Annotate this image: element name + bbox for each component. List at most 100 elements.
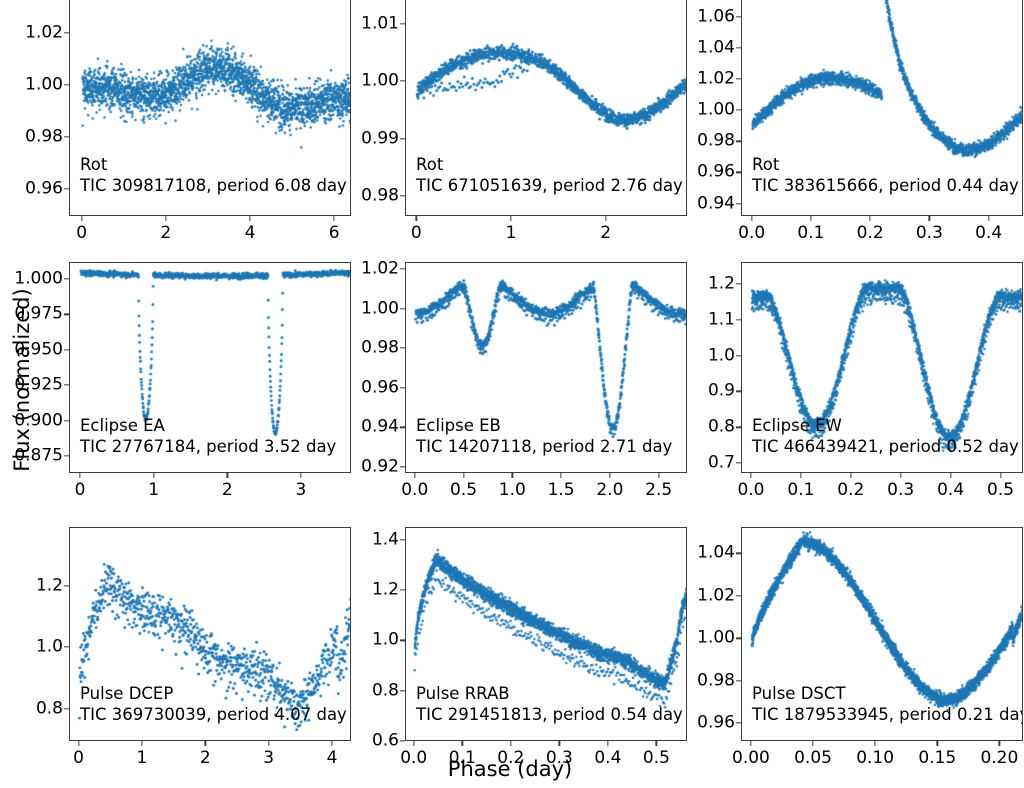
x-tick-label: 0.15	[918, 748, 957, 768]
x-tick-mark	[874, 741, 876, 746]
y-tick-label: 0.7	[707, 452, 735, 473]
y-tick-label: 1.000	[14, 268, 63, 289]
x-tick-label: 2	[160, 223, 172, 243]
y-tick-mark	[736, 47, 741, 49]
y-tick-mark	[64, 84, 69, 86]
y-tick-label: 0.875	[14, 445, 63, 466]
x-tick-label: 2	[221, 480, 233, 500]
y-tick-mark	[736, 722, 741, 724]
light-curve-panel-4: Eclipse EB TIC 14207118, period 2.71 day	[405, 262, 687, 473]
y-tick-label: 0.925	[14, 374, 63, 395]
panel-axes-frame: Eclipse EB TIC 14207118, period 2.71 day	[405, 262, 687, 473]
y-axis-tick-labels: 0.92 0.94 0.96 0.98 1.00 1.02	[343, 260, 399, 475]
y-tick-mark	[64, 384, 69, 386]
x-tick-mark	[165, 216, 167, 221]
y-tick-mark	[400, 268, 405, 270]
y-tick-mark	[400, 347, 405, 349]
y-tick-label: 0.975	[14, 303, 63, 324]
x-tick-label: 0.10	[856, 748, 895, 768]
y-tick-label: 0.98	[361, 185, 399, 206]
panel-variability-class: Pulse RRAB	[416, 684, 510, 704]
y-tick-mark	[400, 80, 405, 82]
y-tick-mark	[64, 584, 69, 587]
x-tick-label: 1.0	[498, 480, 526, 500]
x-tick-mark	[204, 741, 206, 746]
x-tick-mark	[604, 216, 607, 221]
x-tick-mark	[415, 216, 417, 221]
x-tick-mark	[153, 473, 155, 478]
y-tick-mark	[736, 679, 741, 682]
x-tick-mark	[461, 741, 463, 746]
x-tick-mark	[462, 473, 465, 478]
y-tick-mark	[64, 188, 69, 190]
x-tick-label: 0.5	[450, 480, 478, 500]
y-tick-mark	[400, 387, 405, 389]
panel-axes-frame: Rot TIC 671051639, period 2.76 day	[405, 0, 687, 216]
y-tick-label: 0.98	[697, 130, 735, 151]
x-tick-mark	[609, 473, 611, 478]
y-axis-tick-labels: 0.8 1.0 1.2	[7, 527, 63, 741]
figure-x-axis-label: Phase (day)	[447, 757, 573, 781]
x-tick-label: 0.05	[794, 748, 832, 768]
x-tick-label: 1	[136, 748, 148, 768]
x-tick-label: 2	[199, 748, 211, 768]
y-axis-tick-labels: 0.96 0.98 1.00 1.02	[7, 0, 63, 216]
panel-target-label: TIC 1879533945, period 0.21 day	[752, 705, 1023, 725]
x-tick-mark	[658, 473, 660, 478]
y-tick-mark	[400, 23, 405, 25]
y-tick-mark	[400, 589, 405, 591]
y-tick-label: 1.1	[707, 309, 735, 330]
scatter-plot-area	[406, 528, 686, 740]
y-tick-mark	[736, 355, 741, 357]
x-tick-mark	[900, 473, 902, 478]
y-tick-mark	[736, 637, 741, 639]
y-tick-label: 0.900	[14, 410, 63, 431]
panel-variability-class: Pulse DCEP	[80, 684, 174, 704]
y-tick-mark	[736, 552, 741, 555]
x-tick-mark	[998, 741, 1001, 746]
y-tick-label: 0.94	[697, 193, 735, 214]
y-tick-label: 1.02	[697, 585, 735, 606]
x-tick-label: 0.1	[787, 480, 815, 500]
scatter-plot-area	[406, 0, 686, 215]
panel-axes-frame: Pulse DCEP TIC 369730039, period 4.07 day	[69, 527, 351, 741]
x-tick-mark	[936, 741, 938, 746]
y-tick-mark	[64, 136, 69, 138]
x-tick-mark	[869, 216, 871, 221]
y-tick-mark	[64, 313, 69, 316]
x-tick-label: 0.2	[856, 223, 884, 243]
x-tick-label: 1	[148, 480, 160, 500]
y-tick-mark	[736, 140, 741, 142]
x-tick-mark	[928, 216, 931, 221]
y-tick-label: 1.01	[361, 13, 399, 34]
x-axis-tick-labels: 0.0 0.1 0.2 0.3 0.4 0.5	[737, 480, 1023, 506]
light-curve-panel-7: Pulse RRAB TIC 291451813, period 0.54 day	[405, 527, 687, 741]
scatter-plot-area	[70, 528, 350, 740]
x-tick-label: 4	[326, 748, 338, 768]
y-tick-mark	[736, 283, 741, 285]
x-tick-label: 0.4	[975, 223, 1003, 243]
y-tick-mark	[400, 538, 405, 541]
x-axis-tick-labels: 0 1 2	[405, 225, 687, 249]
panel-annotation: Rot TIC 383615666, period 0.44 day	[752, 155, 1019, 197]
x-axis-tick-labels: 0 1 2 3	[69, 482, 351, 506]
x-tick-label: 2.5	[645, 480, 673, 500]
y-tick-mark	[736, 16, 741, 18]
panel-annotation: Pulse DCEP TIC 369730039, period 4.07 day	[80, 684, 347, 726]
x-tick-mark	[79, 473, 81, 478]
x-axis-tick-labels: 0.0 0.1 0.2 0.3 0.4 0.5	[400, 748, 687, 774]
panel-annotation: Rot TIC 671051639, period 2.76 day	[416, 155, 683, 197]
x-tick-mark	[331, 741, 333, 746]
panel-target-label: TIC 309817108, period 6.08 day	[80, 176, 347, 196]
x-tick-mark	[80, 216, 83, 221]
x-tick-label: 1.5	[547, 480, 575, 500]
y-tick-label: 1.00	[697, 627, 735, 648]
y-tick-label: 0.99	[361, 128, 399, 149]
x-tick-label: 0.1	[448, 748, 476, 768]
y-tick-label: 1.0	[35, 636, 63, 657]
y-tick-label: 0.98	[361, 337, 399, 358]
panel-target-label: TIC 671051639, period 2.76 day	[416, 176, 683, 196]
y-tick-mark	[64, 455, 69, 457]
x-tick-label: 3	[295, 480, 307, 500]
